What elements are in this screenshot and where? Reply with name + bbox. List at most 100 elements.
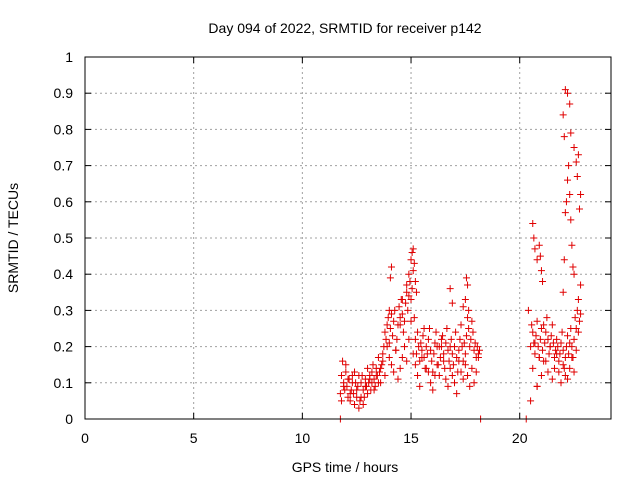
data-point <box>570 144 578 151</box>
data-point <box>401 317 409 325</box>
data-point <box>422 343 430 351</box>
data-point <box>532 332 540 340</box>
data-point <box>574 328 582 336</box>
data-point <box>555 368 563 376</box>
data-point <box>417 339 425 347</box>
data-point <box>567 216 575 224</box>
data-point <box>535 241 543 249</box>
data-point <box>557 379 565 387</box>
data-point <box>408 285 416 293</box>
data-point <box>414 372 422 380</box>
data-point <box>341 386 349 394</box>
data-point <box>528 321 536 329</box>
data-point <box>567 129 575 137</box>
data-point <box>440 357 448 365</box>
data-point <box>409 267 417 275</box>
data-point <box>529 220 537 228</box>
data-point <box>424 368 432 376</box>
data-point <box>393 335 401 343</box>
data-point <box>394 375 402 383</box>
data-point <box>342 361 350 369</box>
data-point <box>378 361 386 369</box>
y-tick-label: 0.7 <box>54 158 74 174</box>
data-point <box>348 372 356 380</box>
data-point <box>337 397 345 405</box>
data-point <box>443 325 451 332</box>
data-point <box>548 321 556 329</box>
data-point <box>448 299 456 307</box>
data-point <box>368 379 376 387</box>
data-point <box>357 393 365 401</box>
data-point <box>399 328 407 336</box>
data-point <box>574 296 582 304</box>
data-point <box>473 343 481 351</box>
x-axis-label: GPS time / hours <box>292 459 399 475</box>
data-point <box>572 346 580 354</box>
data-point <box>355 372 363 380</box>
data-point <box>468 317 476 325</box>
data-point <box>543 314 551 322</box>
data-point <box>472 368 480 376</box>
data-point <box>432 328 440 336</box>
data-point <box>404 306 412 314</box>
data-point <box>435 343 443 351</box>
data-point <box>531 245 539 253</box>
data-point <box>379 350 387 358</box>
data-point <box>561 372 569 380</box>
data-point <box>542 357 550 365</box>
y-axis-label: SRMTID / TECUs <box>5 183 21 293</box>
data-point <box>409 245 417 253</box>
data-point <box>348 379 356 387</box>
data-point <box>561 209 569 217</box>
data-point <box>364 390 372 398</box>
data-point <box>461 361 469 369</box>
y-tick-label: 0.3 <box>54 302 74 318</box>
data-point <box>465 325 473 332</box>
data-point <box>353 386 361 394</box>
y-tick-label: 0.2 <box>54 339 74 355</box>
data-point <box>407 296 415 304</box>
data-point <box>561 86 569 94</box>
data-point <box>439 332 447 340</box>
data-point <box>531 339 539 347</box>
data-point <box>407 256 415 264</box>
data-point <box>456 335 464 343</box>
data-point <box>446 364 454 372</box>
x-tick-label: 5 <box>190 430 198 446</box>
data-point <box>431 339 439 347</box>
data-point <box>344 375 352 383</box>
data-point <box>550 353 558 361</box>
data-point <box>545 350 553 358</box>
y-tick-label: 0.9 <box>54 85 74 101</box>
data-point <box>458 343 466 351</box>
data-point <box>418 346 426 354</box>
data-point <box>537 267 545 275</box>
data-point <box>455 346 463 354</box>
data-point <box>342 368 350 376</box>
x-tick-label: 0 <box>81 430 89 446</box>
data-point <box>420 325 428 332</box>
data-point <box>462 332 470 340</box>
data-point <box>533 382 541 390</box>
data-point <box>415 343 423 351</box>
data-point <box>442 375 450 383</box>
data-point <box>418 353 426 361</box>
data-point <box>424 335 432 343</box>
data-point <box>533 256 541 264</box>
data-point <box>529 364 537 372</box>
data-point <box>462 274 470 282</box>
data-point <box>555 357 563 365</box>
grid <box>85 57 611 419</box>
data-point <box>566 364 574 372</box>
data-point <box>344 393 352 401</box>
data-point <box>401 343 409 351</box>
data-point <box>459 375 467 383</box>
data-point <box>422 364 430 372</box>
data-point <box>381 372 389 380</box>
data-point <box>410 314 418 322</box>
data-point <box>374 353 382 361</box>
data-point <box>553 350 561 358</box>
data-point <box>411 277 419 285</box>
data-point <box>564 176 572 184</box>
